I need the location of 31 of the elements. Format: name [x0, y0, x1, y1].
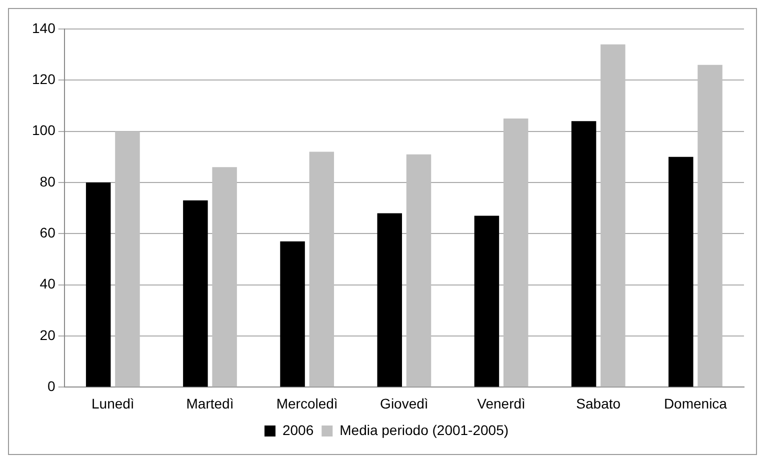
bar [406, 154, 432, 387]
bar [668, 156, 694, 387]
bar [698, 64, 722, 387]
x-tick-label: Giovedì [380, 395, 428, 412]
legend-label: Media periodo (2001-2005) [340, 422, 509, 438]
x-tick-label: Martedì [186, 395, 234, 412]
x-tick-label: Mercoledì [276, 395, 338, 412]
y-tick-label: 100 [32, 122, 56, 138]
y-tick-label: 120 [32, 71, 56, 88]
y-tick-label: 0 [48, 378, 56, 394]
bar [474, 216, 500, 387]
x-tick-label: Sabato [576, 395, 621, 412]
x-tick-label: Domenica [664, 395, 728, 412]
y-tick-label: 80 [40, 173, 56, 190]
bar [309, 152, 334, 387]
x-tick-label: Lunedì [91, 395, 134, 412]
bar [86, 182, 111, 387]
bar [280, 241, 305, 387]
legend-label: 2006 [282, 422, 314, 438]
y-tick-label: 60 [40, 224, 56, 241]
y-tick-label: 40 [40, 276, 56, 292]
bar [377, 213, 402, 387]
bar [600, 44, 626, 387]
bar [183, 200, 208, 387]
bar [212, 167, 237, 387]
y-tick-label: 20 [40, 326, 56, 343]
bar [503, 118, 528, 387]
bar [571, 121, 596, 387]
y-tick-label: 140 [32, 20, 56, 36]
bar [115, 131, 140, 387]
x-tick-label: Venerdì [477, 395, 526, 412]
